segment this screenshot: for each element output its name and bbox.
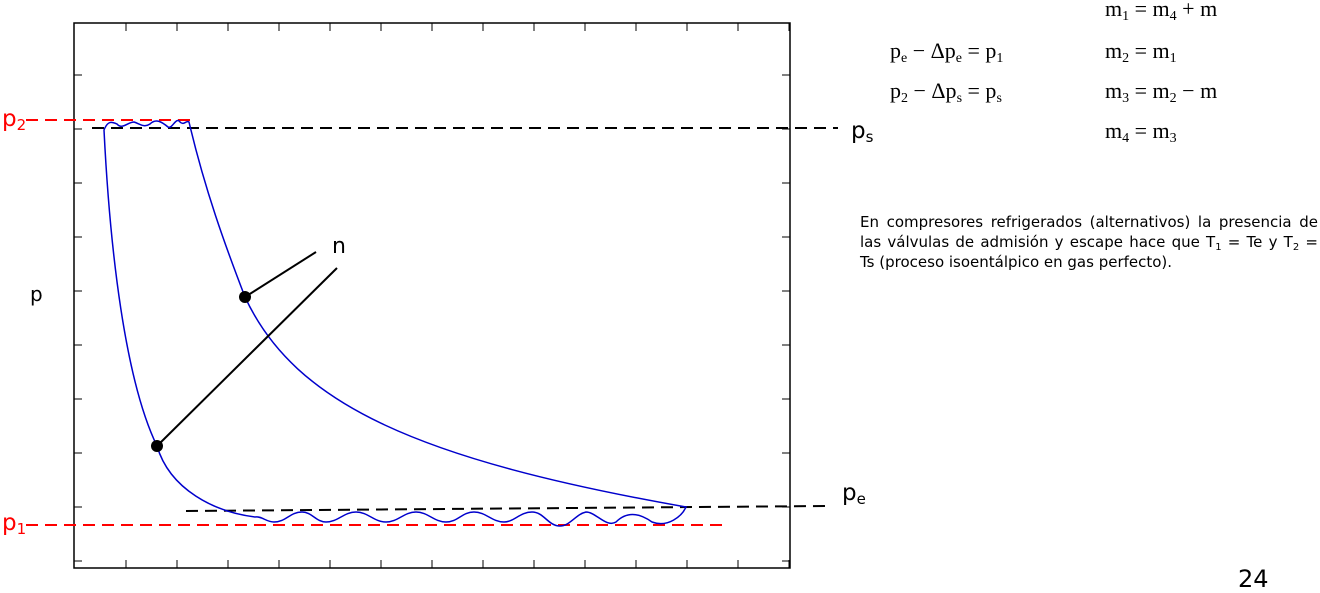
- compressor-note: En compresores refrigerados (alternativo…: [860, 212, 1318, 272]
- page-number: 24: [1238, 567, 1269, 591]
- equation-mass-2: m2 = m1: [1105, 40, 1177, 62]
- polytropic-point-expansion: [239, 291, 251, 303]
- polytropic-point-compression: [151, 440, 163, 452]
- equation-mass-3: m3 = m2 − m: [1105, 80, 1217, 102]
- equation-pressure-inlet: pe − Δpe = p1: [890, 40, 1003, 62]
- ps-label: ps: [851, 120, 873, 143]
- equation-pressure-outlet: p2 − Δps = ps: [890, 80, 1002, 102]
- cycle-curve: [104, 120, 686, 526]
- polytropic-label: n: [332, 236, 346, 258]
- p1-label: p1: [2, 512, 26, 535]
- y-axis-label: p: [30, 284, 43, 304]
- pe-label: pe: [842, 482, 866, 505]
- axis-ticks: [74, 23, 790, 568]
- pointer-line-upper: [245, 252, 316, 297]
- equation-mass-1: m1 = m4 + m: [1105, 0, 1217, 20]
- equation-mass-4: m4 = m3: [1105, 120, 1177, 142]
- plot-frame: [74, 23, 790, 568]
- pe-line: [186, 506, 828, 511]
- p2-label: p2: [2, 108, 26, 131]
